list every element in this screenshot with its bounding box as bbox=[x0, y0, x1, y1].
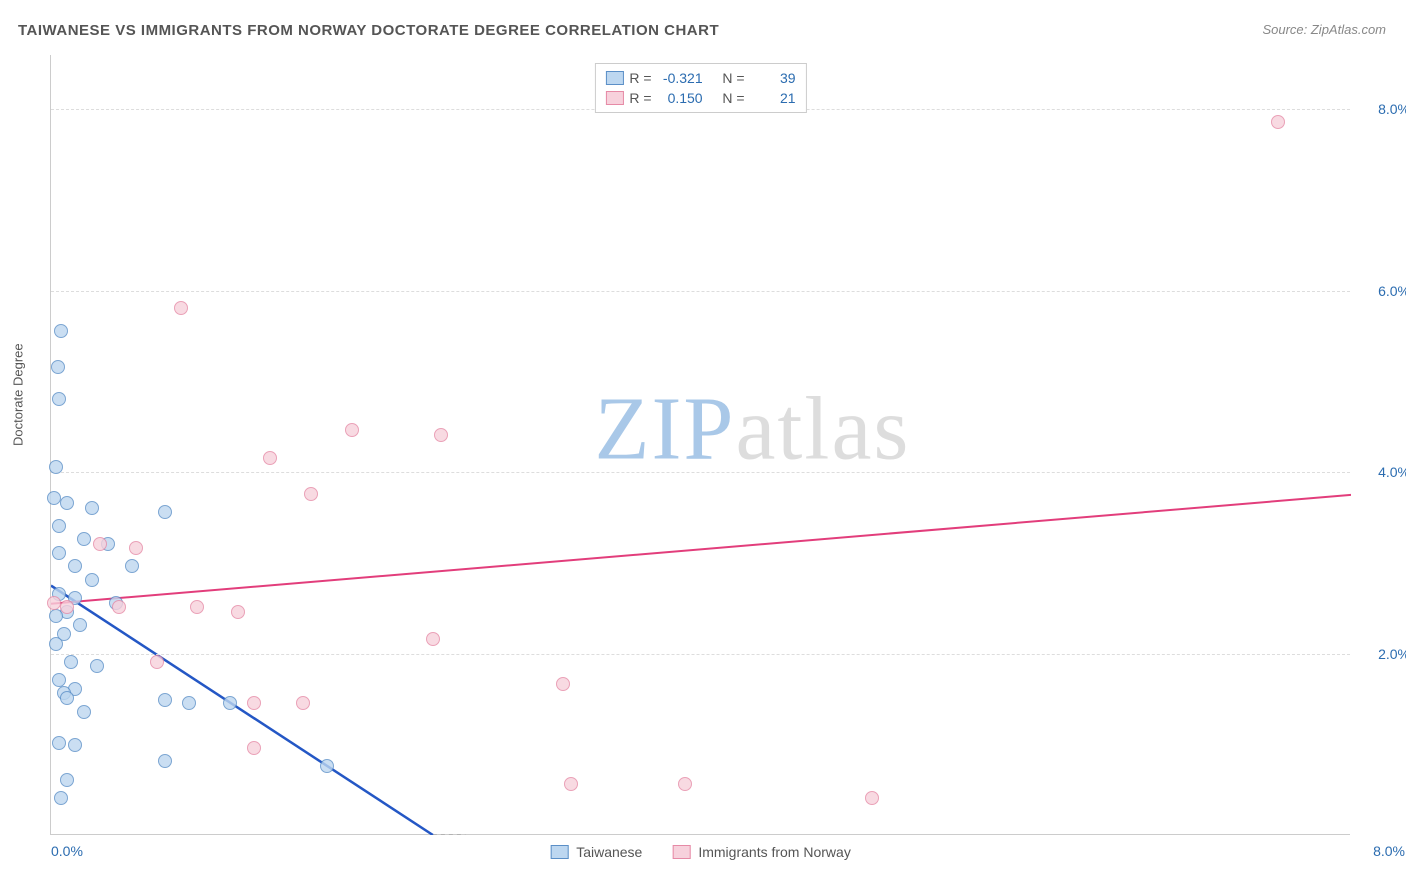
data-point-series-0 bbox=[54, 791, 68, 805]
data-point-series-0 bbox=[52, 519, 66, 533]
swatch-series-0 bbox=[605, 71, 623, 85]
x-tick-right: 8.0% bbox=[1373, 843, 1405, 859]
n-label: N = bbox=[722, 70, 744, 86]
chart-title: TAIWANESE VS IMMIGRANTS FROM NORWAY DOCT… bbox=[18, 22, 719, 39]
data-point-series-0 bbox=[158, 693, 172, 707]
legend-label-1: Immigrants from Norway bbox=[698, 844, 850, 860]
data-point-series-0 bbox=[158, 505, 172, 519]
data-point-series-0 bbox=[73, 618, 87, 632]
n-value-0: 39 bbox=[751, 70, 796, 86]
source-label: Source: ZipAtlas.com bbox=[1262, 22, 1386, 37]
watermark-zip: ZIP bbox=[594, 379, 735, 478]
legend-item-1: Immigrants from Norway bbox=[672, 844, 850, 860]
x-tick-left: 0.0% bbox=[51, 843, 83, 859]
data-point-series-1 bbox=[678, 777, 692, 791]
data-point-series-0 bbox=[49, 460, 63, 474]
stats-row-0: R = -0.321 N = 39 bbox=[605, 68, 795, 88]
r-value-0: -0.321 bbox=[658, 70, 703, 86]
data-point-series-0 bbox=[68, 738, 82, 752]
data-point-series-1 bbox=[93, 537, 107, 551]
data-point-series-1 bbox=[231, 605, 245, 619]
data-point-series-0 bbox=[52, 546, 66, 560]
data-point-series-1 bbox=[345, 423, 359, 437]
data-point-series-0 bbox=[52, 736, 66, 750]
data-point-series-0 bbox=[90, 659, 104, 673]
data-point-series-1 bbox=[296, 696, 310, 710]
data-point-series-1 bbox=[304, 487, 318, 501]
data-point-series-0 bbox=[77, 532, 91, 546]
data-point-series-1 bbox=[112, 600, 126, 614]
data-point-series-1 bbox=[60, 600, 74, 614]
trend-lines bbox=[51, 55, 1351, 835]
stats-legend: R = -0.321 N = 39 R = 0.150 N = 21 bbox=[594, 63, 806, 113]
watermark: ZIPatlas bbox=[594, 377, 910, 480]
data-point-series-1 bbox=[434, 428, 448, 442]
data-point-series-1 bbox=[174, 301, 188, 315]
gridline bbox=[51, 654, 1350, 655]
data-point-series-1 bbox=[190, 600, 204, 614]
data-point-series-0 bbox=[158, 754, 172, 768]
data-point-series-1 bbox=[247, 696, 261, 710]
data-point-series-0 bbox=[77, 705, 91, 719]
data-point-series-1 bbox=[47, 596, 61, 610]
data-point-series-0 bbox=[182, 696, 196, 710]
legend-item-0: Taiwanese bbox=[550, 844, 642, 860]
data-point-series-1 bbox=[426, 632, 440, 646]
y-tick: 4.0% bbox=[1378, 464, 1406, 480]
r-value-1: 0.150 bbox=[658, 90, 703, 106]
data-point-series-1 bbox=[1271, 115, 1285, 129]
watermark-atlas: atlas bbox=[735, 379, 910, 478]
data-point-series-1 bbox=[150, 655, 164, 669]
plot-area: ZIPatlas R = -0.321 N = 39 R = 0.150 N =… bbox=[50, 55, 1350, 835]
data-point-series-0 bbox=[68, 559, 82, 573]
y-axis-label: Doctorate Degree bbox=[11, 343, 26, 446]
gridline bbox=[51, 472, 1350, 473]
data-point-series-0 bbox=[60, 691, 74, 705]
data-point-series-0 bbox=[49, 637, 63, 651]
data-point-series-0 bbox=[52, 392, 66, 406]
legend-swatch-0 bbox=[550, 845, 568, 859]
data-point-series-0 bbox=[47, 491, 61, 505]
data-point-series-0 bbox=[85, 573, 99, 587]
trend-line-1 bbox=[51, 495, 1351, 604]
data-point-series-0 bbox=[85, 501, 99, 515]
y-tick: 6.0% bbox=[1378, 283, 1406, 299]
r-label: R = bbox=[629, 90, 651, 106]
data-point-series-1 bbox=[247, 741, 261, 755]
n-value-1: 21 bbox=[751, 90, 796, 106]
data-point-series-1 bbox=[556, 677, 570, 691]
trend-line-0 bbox=[51, 586, 433, 835]
data-point-series-0 bbox=[51, 360, 65, 374]
data-point-series-0 bbox=[60, 773, 74, 787]
legend-swatch-1 bbox=[672, 845, 690, 859]
data-point-series-0 bbox=[125, 559, 139, 573]
data-point-series-0 bbox=[64, 655, 78, 669]
data-point-series-1 bbox=[129, 541, 143, 555]
legend-label-0: Taiwanese bbox=[576, 844, 642, 860]
data-point-series-0 bbox=[223, 696, 237, 710]
r-label: R = bbox=[629, 70, 651, 86]
y-tick: 8.0% bbox=[1378, 101, 1406, 117]
n-label: N = bbox=[722, 90, 744, 106]
data-point-series-0 bbox=[320, 759, 334, 773]
data-point-series-0 bbox=[52, 673, 66, 687]
data-point-series-1 bbox=[564, 777, 578, 791]
swatch-series-1 bbox=[605, 91, 623, 105]
y-tick: 2.0% bbox=[1378, 646, 1406, 662]
data-point-series-1 bbox=[865, 791, 879, 805]
data-point-series-0 bbox=[60, 496, 74, 510]
data-point-series-0 bbox=[54, 324, 68, 338]
data-point-series-1 bbox=[263, 451, 277, 465]
stats-row-1: R = 0.150 N = 21 bbox=[605, 88, 795, 108]
gridline bbox=[51, 291, 1350, 292]
chart-container: TAIWANESE VS IMMIGRANTS FROM NORWAY DOCT… bbox=[0, 0, 1406, 892]
series-legend: Taiwanese Immigrants from Norway bbox=[550, 844, 851, 860]
